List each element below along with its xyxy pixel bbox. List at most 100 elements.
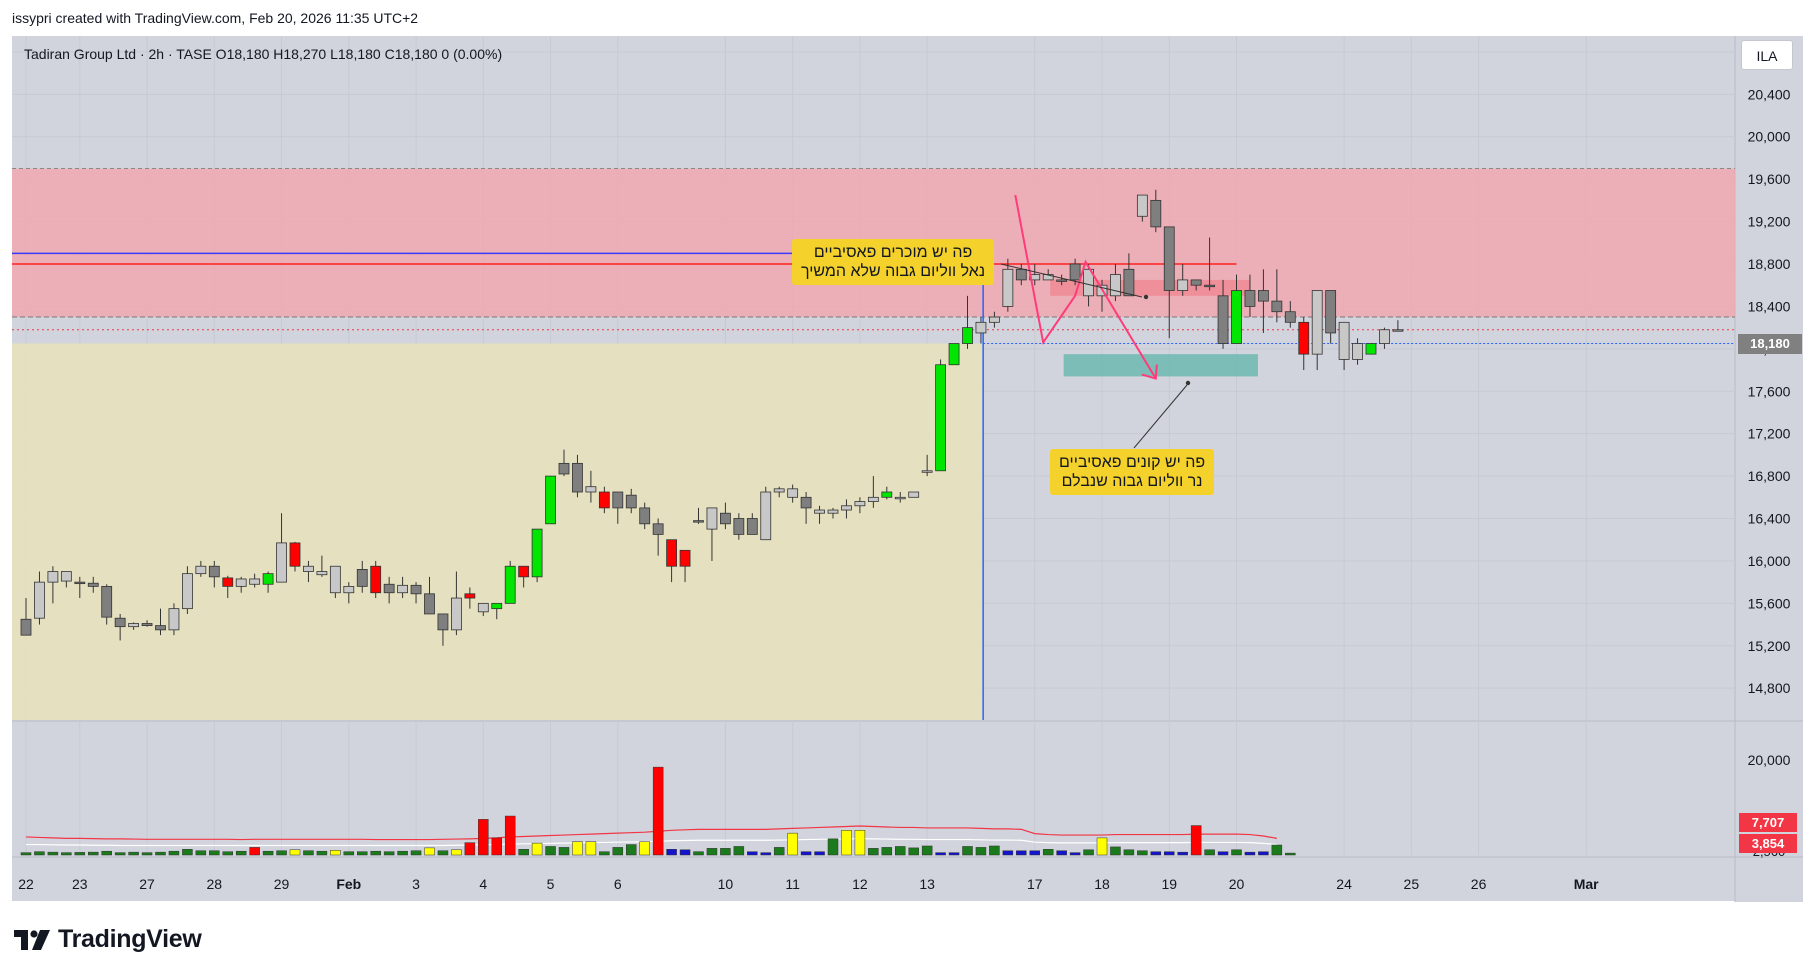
tradingview-logo[interactable]: TradingView (14, 925, 202, 954)
candle-body (87, 582, 99, 587)
volume-bar (1271, 844, 1283, 856)
buy-zone-box (1063, 354, 1258, 377)
candle-body (1392, 329, 1404, 332)
time-tick-label: 10 (718, 876, 734, 892)
buyers-note-anchor (1185, 380, 1191, 386)
candle-body (841, 505, 852, 511)
volume-tick-label: 20,000 (1748, 752, 1791, 768)
volume-bar (88, 851, 99, 856)
candle-body (827, 509, 839, 514)
time-tick-label: 6 (614, 876, 622, 892)
current-price-badge: 18,180 (1738, 334, 1802, 354)
support-zone (12, 343, 984, 720)
volume-bar (720, 848, 731, 856)
sellers-note[interactable]: פה יש מוכרים פאסיביים נאל ווליום גבוה של… (792, 239, 995, 285)
candle-body (1365, 343, 1377, 355)
time-tick-label: 5 (547, 876, 555, 892)
candle-body (329, 565, 341, 594)
candle-body (1325, 290, 1337, 334)
candle-body (1002, 268, 1014, 307)
candle-body (1056, 279, 1068, 282)
volume-bar (1123, 849, 1135, 856)
candle-body (34, 581, 45, 619)
volume-badge-1: 7,707 (1739, 813, 1797, 832)
volume-bar (773, 847, 785, 856)
time-tick-label: 4 (479, 876, 487, 892)
volume-bar (383, 851, 395, 856)
candle-body (1136, 194, 1148, 217)
candle-body (437, 613, 449, 631)
volume-bar (1258, 851, 1269, 856)
candle-body (693, 520, 704, 523)
volume-bar (249, 847, 260, 856)
sellers-note-line-1: פה יש מוכרים פאסיביים (813, 244, 973, 261)
volume-bar (209, 850, 220, 856)
volume-bar (841, 830, 852, 856)
time-tick-label: Feb (336, 876, 361, 892)
candle-body (666, 539, 677, 567)
candle-body (720, 512, 731, 525)
candle-body (424, 593, 435, 615)
volume-badge-2: 3,854 (1739, 834, 1797, 853)
candle-body (356, 569, 368, 587)
volume-bar (289, 849, 301, 856)
candle-body (383, 583, 395, 594)
volume-bar (114, 852, 126, 856)
volume-bar (1096, 837, 1108, 856)
volume-bar (814, 851, 825, 856)
candle-body (1083, 268, 1094, 297)
price-axis-area (1735, 36, 1803, 902)
volume-bar (343, 851, 355, 856)
volume-bar (599, 851, 610, 856)
volume-bar (464, 842, 476, 856)
candle-body (1379, 329, 1390, 344)
symbol-legend[interactable]: Tadiran Group Ltd · 2h · TASE O18,180 H1… (24, 46, 503, 62)
time-tick-label: 24 (1336, 876, 1352, 892)
buyers-note-line-1: פה יש קונים פאסיביים (1059, 454, 1206, 471)
volume-bar (235, 850, 247, 856)
volume-bar (531, 842, 543, 856)
time-tick-label: 12 (852, 876, 868, 892)
currency-button[interactable]: ILA (1741, 40, 1793, 70)
volume-bar (747, 851, 758, 856)
buyers-note[interactable]: פה יש קונים פאסיביים נר ווליום גבוה שנבל… (1050, 449, 1215, 495)
candle-body (1271, 300, 1283, 313)
zones-layer (12, 168, 1735, 720)
candle-body (1231, 290, 1242, 344)
volume-bar (504, 815, 516, 856)
volume-bar (1204, 849, 1215, 856)
volume-bar (1150, 851, 1162, 856)
candle-body (746, 518, 758, 535)
volume-bar (141, 852, 153, 856)
candle-body (1204, 284, 1215, 288)
candle-body (504, 565, 516, 604)
candle-body (787, 488, 799, 498)
candle-body (1217, 295, 1229, 344)
candle-body (962, 327, 973, 344)
candle-body (679, 549, 691, 567)
candle-body (545, 475, 556, 525)
candle-body (450, 597, 462, 631)
sellers-note-line-2: נאל ווליום גבוה שלא המשיך (801, 263, 986, 280)
candle-body (195, 565, 207, 575)
candle-body (47, 571, 59, 583)
candle-body (1015, 268, 1027, 281)
volume-bar (1285, 852, 1296, 856)
volume-bar (397, 850, 408, 856)
price-tick-label: 18,800 (1748, 256, 1791, 272)
volume-bar (652, 766, 664, 856)
candle-body (1123, 268, 1135, 297)
trend-arrow-path (1014, 194, 1157, 380)
candle-body (975, 321, 987, 334)
candle-body (397, 584, 409, 594)
volume-bar (693, 851, 704, 856)
volume-bar (47, 851, 59, 856)
price-tick-label: 16,000 (1748, 553, 1791, 569)
volume-ma-white-line (26, 838, 1277, 847)
time-tick-label: 28 (207, 876, 223, 892)
time-tick-label: 29 (274, 876, 290, 892)
candle-body (652, 523, 664, 535)
volume-bar (276, 850, 287, 856)
chart-caption: issypri created with TradingView.com, Fe… (12, 10, 419, 26)
